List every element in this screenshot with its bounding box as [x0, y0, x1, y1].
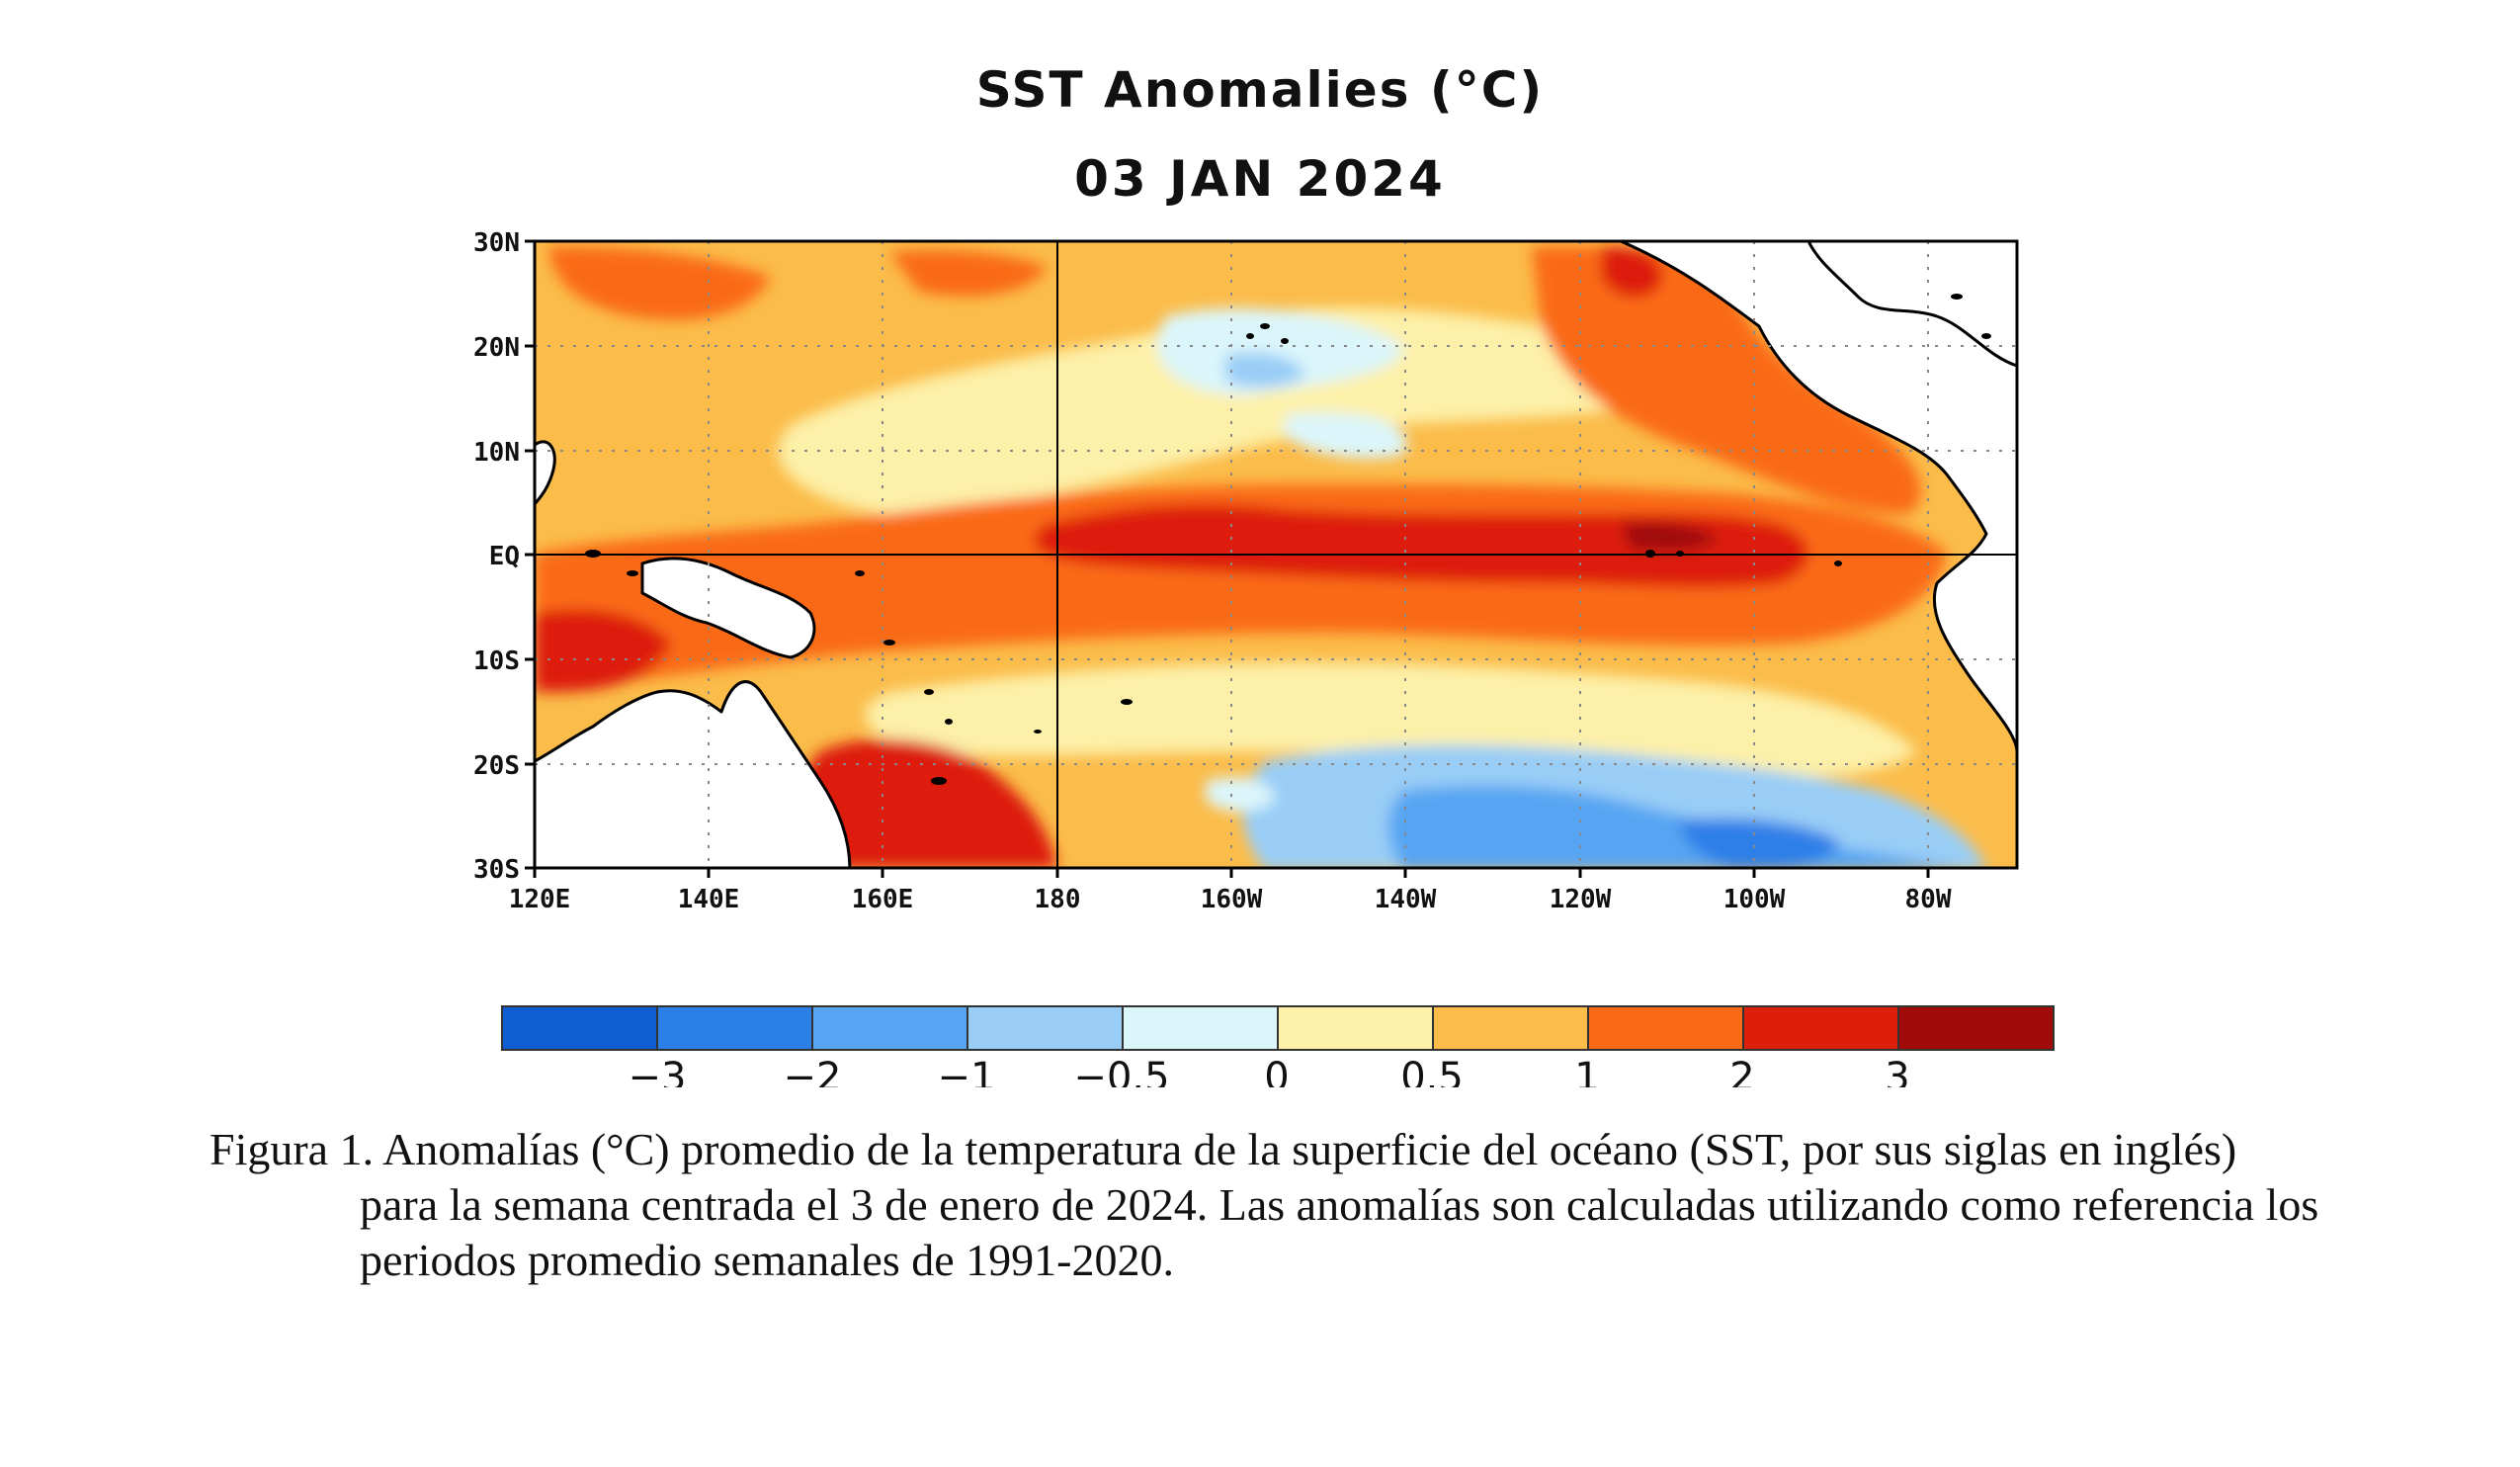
lat-label: 20N — [473, 333, 520, 363]
latitude-labels: 30N 20N 10N EQ 10S 20S 30S — [473, 228, 520, 885]
colorbar-label: 2 — [1729, 1055, 1754, 1087]
lon-label: 140W — [1375, 885, 1437, 914]
colorbar-label: −2 — [784, 1055, 842, 1087]
colorbar-label: 0 — [1264, 1055, 1289, 1087]
lat-label: 20S — [473, 751, 520, 781]
anomaly-field — [535, 241, 2017, 868]
longitude-labels: 120E 140E 160E 180 160W 140W 120W 100W 8… — [509, 885, 1952, 914]
colorbar-swatch — [1587, 1005, 1744, 1051]
colorbar-swatch — [501, 1005, 658, 1051]
colorbar-label: 1 — [1574, 1055, 1599, 1087]
lon-label: 120E — [509, 885, 571, 914]
land-masses — [535, 241, 2017, 868]
map-date: 03 JAN 2024 — [1074, 150, 1446, 208]
lon-label: 140E — [678, 885, 740, 914]
colorbar-swatch — [966, 1005, 1124, 1051]
colorbar-swatch — [1432, 1005, 1589, 1051]
sst-anomaly-map: 30N 20N 10N EQ 10S 20S 30S 120E 140E 160… — [473, 228, 2055, 1087]
colorbar-swatch — [1897, 1005, 2055, 1051]
figure-caption: Figura 1. Anomalías (°C) promedio de la … — [210, 1122, 2324, 1288]
lat-label: 30N — [473, 228, 520, 258]
lon-label: 120W — [1550, 885, 1612, 914]
colorbar-label: −3 — [629, 1055, 687, 1087]
lat-label: 30S — [473, 855, 520, 885]
caption-text: Figura 1. Anomalías (°C) promedio de la … — [210, 1124, 2319, 1285]
anomaly-patches — [535, 246, 1986, 868]
colorbar-label: 3 — [1885, 1055, 1909, 1087]
lat-label: 10N — [473, 438, 520, 468]
colorbar-swatch — [1277, 1005, 1434, 1051]
lon-label: 180 — [1035, 885, 1081, 914]
colorbar-swatch — [811, 1005, 968, 1051]
lon-label: 160E — [852, 885, 914, 914]
colorbar-label: −1 — [938, 1055, 996, 1087]
lon-label: 100W — [1723, 885, 1786, 914]
lat-label: EQ — [489, 542, 520, 571]
colorbar-label: 0.5 — [1400, 1055, 1464, 1087]
colorbar — [501, 1005, 2055, 1051]
colorbar-labels: −3 −2 −1 −0.5 0 0.5 1 2 3 — [629, 1055, 1910, 1087]
colorbar-swatch — [656, 1005, 813, 1051]
lon-label: 160W — [1201, 885, 1263, 914]
colorbar-label: −0.5 — [1073, 1055, 1169, 1087]
axis-ticks — [525, 239, 1930, 878]
colorbar-swatch — [1742, 1005, 1899, 1051]
map-title: SST Anomalies (°C) — [975, 61, 1545, 119]
lon-label: 80W — [1905, 885, 1952, 914]
graticule — [535, 241, 2017, 868]
colorbar-swatch — [1122, 1005, 1279, 1051]
lat-label: 10S — [473, 647, 520, 676]
